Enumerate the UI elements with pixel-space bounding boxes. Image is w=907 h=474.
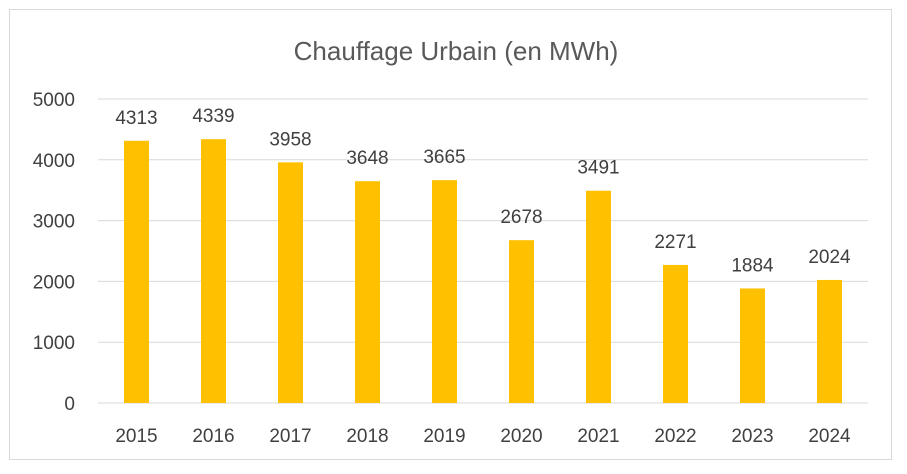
gridlines (98, 98, 868, 404)
y-tick-label: 1000 (33, 333, 75, 354)
data-label: 3491 (577, 158, 619, 179)
data-label: 2024 (808, 247, 851, 268)
x-axis-ticks: 2015 2016 2017 2018 2019 2020 2021 2022 2023 2024 (115, 426, 851, 447)
y-tick-label: 4000 (33, 151, 75, 172)
x-tick-label: 2023 (731, 426, 773, 447)
y-tick-label: 5000 (33, 90, 75, 111)
bar (278, 162, 303, 403)
chart-title: Chauffage Urbain (en MWh) (294, 36, 619, 66)
data-labels: 4313 4339 3958 3648 3665 2678 3491 2271 1884 2024 (115, 106, 851, 276)
data-label: 2678 (500, 207, 542, 228)
bars (124, 139, 842, 404)
bar (432, 180, 457, 403)
y-tick-label: 2000 (33, 272, 75, 293)
x-tick-label: 2017 (269, 426, 311, 447)
x-tick-label: 2019 (423, 426, 465, 447)
x-tick-label: 2021 (577, 426, 619, 447)
x-tick-label: 2024 (808, 426, 851, 447)
bar (201, 139, 226, 404)
bar (124, 140, 149, 403)
data-label: 1884 (731, 255, 774, 276)
x-tick-label: 2018 (346, 426, 388, 447)
bar (817, 279, 842, 403)
data-label: 3665 (423, 147, 465, 168)
x-tick-label: 2022 (654, 426, 696, 447)
x-tick-label: 2020 (500, 426, 542, 447)
bar (355, 181, 380, 403)
bar (509, 240, 534, 403)
x-tick-label: 2016 (192, 426, 234, 447)
bar (663, 264, 688, 403)
x-tick-label: 2015 (115, 426, 157, 447)
bar (586, 190, 611, 403)
y-tick-label: 3000 (33, 212, 75, 233)
y-axis-ticks: 0 1000 2000 3000 4000 5000 (33, 90, 75, 415)
data-label: 3648 (346, 148, 388, 169)
y-tick-label: 0 (64, 394, 75, 415)
data-label: 4339 (192, 106, 234, 127)
data-label: 3958 (269, 129, 311, 150)
bar (740, 288, 765, 403)
data-label: 2271 (654, 232, 696, 253)
data-label: 4313 (115, 108, 157, 129)
